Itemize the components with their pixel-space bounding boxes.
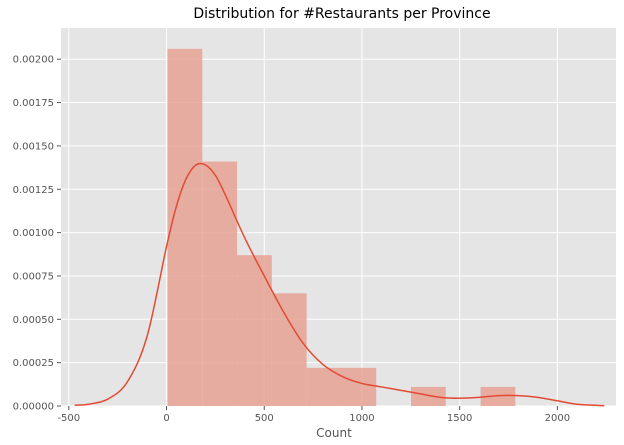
y-tick-label: 0.00050 (13, 315, 54, 326)
y-tick-label: 0.00200 (13, 55, 54, 66)
histogram-bar (341, 367, 377, 406)
x-tick-label: -500 (57, 413, 80, 424)
y-tick-label: 0.00000 (13, 402, 54, 413)
y-tick-label: 0.00075 (13, 271, 54, 282)
y-tick-label: 0.00100 (13, 228, 54, 239)
x-tick-label: 1000 (349, 413, 374, 424)
plot-area (61, 28, 616, 406)
histogram-bar (480, 386, 516, 406)
x-tick-label: 500 (255, 413, 274, 424)
x-tick-label: 2000 (545, 413, 570, 424)
kde-curve (74, 162, 605, 407)
histogram-bar (237, 255, 272, 406)
x-tick-label: 0 (163, 413, 169, 424)
grid (61, 28, 616, 407)
x-axis-label: Count (316, 426, 352, 440)
y-tick-label: 0.00150 (13, 141, 54, 152)
histogram-bar (202, 161, 238, 406)
y-tick-label: 0.00025 (13, 358, 54, 369)
y-tick-label: 0.00175 (13, 98, 54, 109)
y-axis-ticks: 0.00000 0.00025 0.00050 0.00075 0.00100 0.001… (13, 55, 61, 413)
histogram-bars (167, 48, 516, 406)
histogram-bar (167, 48, 203, 406)
x-tick-label: 1500 (447, 413, 472, 424)
y-tick-label: 0.00125 (13, 185, 54, 196)
histogram-bar (411, 386, 446, 406)
x-axis-ticks: -500 0 500 1000 1500 2000 (57, 406, 570, 424)
chart-title: Distribution for #Restaurants per Provin… (193, 6, 490, 22)
histogram-bar (306, 367, 342, 406)
histogram-bar (271, 293, 307, 406)
